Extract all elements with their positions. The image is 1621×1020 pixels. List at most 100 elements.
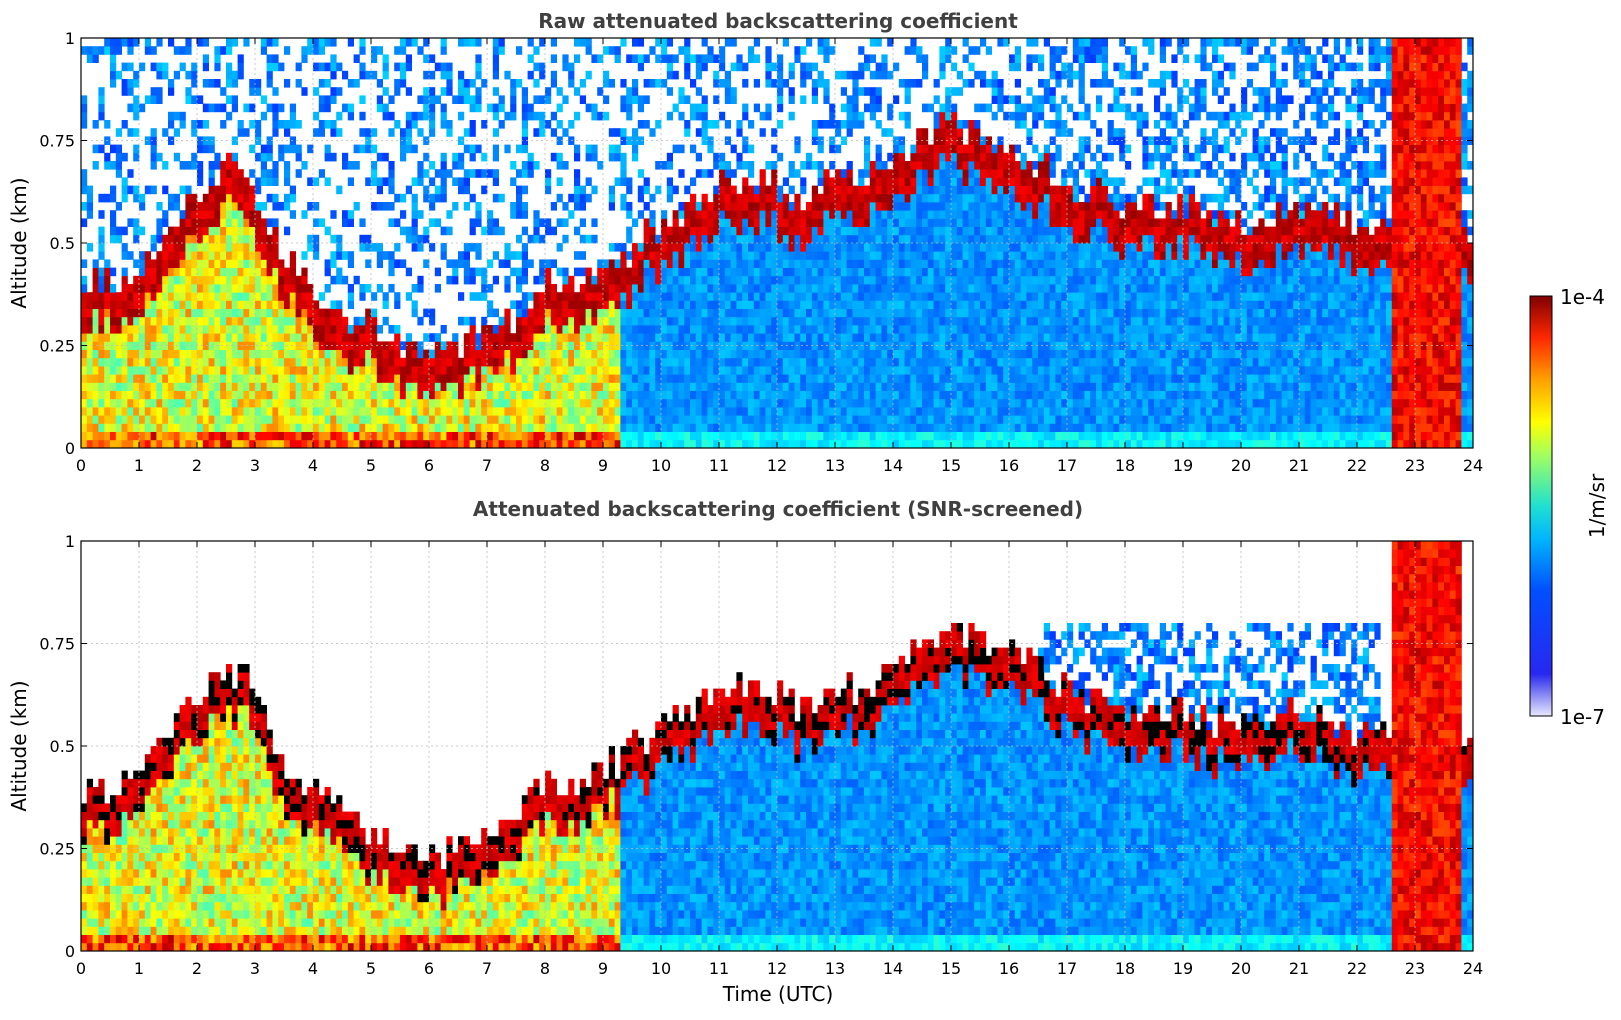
heatmap-cell [249,103,256,113]
heatmap-cell [632,325,639,334]
heatmap-cell [759,431,766,441]
heatmap-cell [121,193,128,203]
heatmap-cell [388,177,395,186]
heatmap-cell [777,152,784,162]
heatmap-cell [678,316,685,326]
heatmap-cell [527,38,534,47]
heatmap-cell [620,202,627,211]
heatmap-cell [115,431,122,441]
heatmap-cell [730,185,737,195]
heatmap-cell [690,439,697,449]
heatmap-cell [893,259,900,268]
heatmap-cell [736,234,743,244]
heatmap-cell [562,398,569,408]
heatmap-cell [829,308,836,318]
heatmap-cell [922,439,929,449]
heatmap-cell [318,415,325,424]
heatmap-cell [266,292,273,301]
heatmap-cell [255,218,262,227]
heatmap-cell [231,341,238,350]
heatmap-cell [336,62,343,72]
heatmap-cell [550,284,557,293]
heatmap-cell [817,202,824,211]
heatmap-cell [626,341,633,350]
heatmap-cell [260,267,267,277]
heatmap-cell [893,357,900,367]
heatmap-cell [730,333,737,342]
heatmap-cell [858,185,865,195]
heatmap-cell [382,87,389,96]
heatmap-cell [620,390,627,400]
heatmap-cell [713,95,720,104]
heatmap-cell [394,423,401,432]
heatmap-cell [98,423,105,432]
heatmap-cell [336,382,343,391]
heatmap-cell [533,349,540,359]
heatmap-cell [173,333,180,342]
heatmap-cell [916,325,923,334]
heatmap-cell [690,267,697,277]
heatmap-cell [765,267,772,277]
heatmap-cell [701,169,708,178]
heatmap-cell [278,357,285,367]
heatmap-cell [927,152,934,162]
heatmap-cell [806,152,813,162]
heatmap-cell [771,210,778,219]
heatmap-cell [724,316,731,326]
heatmap-cell [434,267,441,277]
heatmap-cell [110,234,117,244]
heatmap-cell [458,357,465,367]
heatmap-cell [864,54,871,63]
heatmap-cell [765,234,772,244]
heatmap-cell [516,300,523,309]
heatmap-cell [632,300,639,309]
heatmap-cell [133,144,140,154]
heatmap-cell [678,374,685,383]
heatmap-cell [643,357,650,367]
heatmap-cell [434,398,441,408]
heatmap-cell [81,439,88,449]
heatmap-cell [539,308,546,318]
heatmap-cell [376,177,383,186]
heatmap-cell [278,382,285,391]
heatmap-cell [173,382,180,391]
heatmap-cell [324,226,331,236]
heatmap-cell [823,251,830,260]
heatmap-cell [504,423,511,432]
heatmap-cell [829,300,836,309]
heatmap-cell [324,177,331,186]
heatmap-cell [632,152,639,162]
heatmap-cell [226,275,233,285]
heatmap-cell [916,439,923,449]
heatmap-cell [81,357,88,367]
heatmap-cell [568,120,575,129]
heatmap-cell [521,251,528,260]
heatmap-cell [852,357,859,367]
heatmap-cell [684,62,691,72]
heatmap-cell [556,374,563,383]
heatmap-cell [690,177,697,186]
heatmap-cell [829,46,836,55]
heatmap-cell [620,407,627,416]
heatmap-cell [794,54,801,63]
heatmap-cell [852,439,859,449]
heatmap-cell [574,308,581,318]
heatmap-cell [771,300,778,309]
heatmap-cell [376,243,383,252]
heatmap-cell [782,308,789,318]
heatmap-cell [806,62,813,72]
heatmap-cell [417,284,424,293]
heatmap-cell [684,275,691,285]
heatmap-cell [208,382,215,391]
heatmap-cell [620,439,627,449]
heatmap-cell [829,111,836,121]
heatmap-cell [469,79,476,88]
heatmap-cell [742,136,749,145]
heatmap-cell [371,128,378,137]
heatmap-cell [434,169,441,178]
heatmap-cell [318,407,325,416]
heatmap-cell [788,226,795,236]
heatmap-cell [417,275,424,285]
heatmap-cell [272,218,279,227]
heatmap-cell [869,193,876,203]
